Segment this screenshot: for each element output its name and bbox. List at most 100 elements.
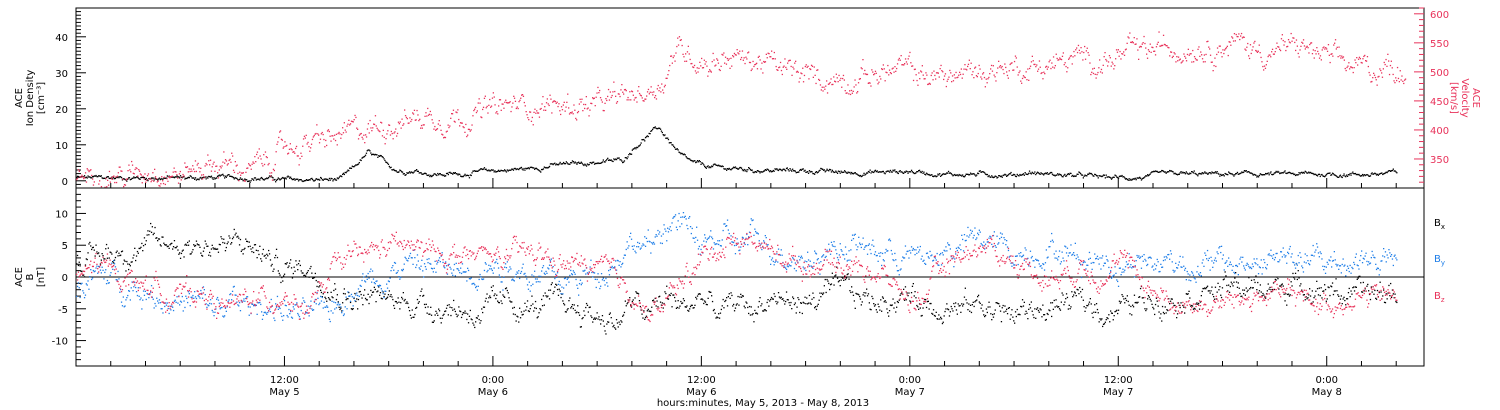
data-point-density: [497, 170, 499, 172]
data-point-velocity: [456, 111, 458, 114]
data-point-density: [210, 175, 213, 177]
data-point-bx: [1014, 322, 1016, 324]
data-point-bx: [472, 322, 474, 324]
data-point-by: [168, 312, 170, 315]
data-point-by: [107, 282, 109, 284]
data-point-density: [235, 177, 237, 179]
data-point-density: [1326, 173, 1328, 175]
data-point-density: [560, 163, 562, 165]
data-point-bx: [226, 243, 228, 245]
data-point-velocity: [532, 124, 534, 126]
data-point-density: [1073, 175, 1075, 178]
data-point-velocity: [79, 176, 81, 178]
data-point-bx: [569, 297, 571, 299]
data-point-by: [292, 306, 294, 308]
data-point-density: [126, 180, 128, 182]
data-point-density: [147, 180, 149, 182]
data-point-density: [702, 162, 704, 165]
data-point-density: [271, 176, 273, 178]
data-point-density: [386, 161, 388, 164]
data-point-velocity: [930, 74, 932, 77]
data-point-by: [276, 295, 279, 298]
data-point-velocity: [143, 178, 145, 180]
data-point-bx: [361, 297, 363, 299]
data-point-velocity: [334, 134, 336, 136]
data-point-velocity: [820, 89, 822, 91]
data-point-bx: [729, 297, 731, 299]
data-point-velocity: [1040, 72, 1042, 75]
data-point-velocity: [662, 89, 664, 91]
data-point-bx: [336, 294, 338, 296]
data-point-density: [81, 176, 83, 178]
data-point-bx: [292, 272, 294, 275]
data-point-density: [1182, 171, 1184, 173]
data-point-bx: [533, 310, 535, 312]
data-point-velocity: [1106, 60, 1108, 62]
data-point-bx: [882, 297, 884, 299]
data-point-density: [655, 127, 657, 129]
data-point-bx: [823, 285, 825, 287]
data-point-velocity: [1356, 57, 1358, 59]
data-point-density: [937, 173, 939, 175]
data-point-velocity: [1023, 76, 1025, 78]
data-point-velocity: [477, 102, 479, 104]
data-point-density: [542, 168, 545, 170]
data-point-velocity: [831, 83, 833, 86]
data-point-density: [890, 171, 892, 173]
data-point-velocity: [1138, 58, 1140, 60]
data-point-velocity: [1172, 55, 1174, 57]
data-point-bx: [568, 300, 570, 302]
data-point-velocity: [1234, 40, 1236, 42]
data-point-velocity: [496, 111, 498, 113]
data-point-velocity: [251, 163, 253, 165]
data-point-bx: [721, 305, 723, 307]
data-point-density: [499, 170, 501, 172]
data-point-density: [1059, 174, 1062, 176]
data-point-bx: [1098, 321, 1100, 323]
data-point-velocity: [992, 65, 994, 67]
data-point-velocity: [1245, 49, 1247, 51]
data-point-density: [1075, 175, 1077, 177]
data-point-bx: [1233, 281, 1235, 283]
data-point-bx: [433, 320, 435, 322]
data-point-bx: [239, 238, 242, 241]
data-point-bx: [534, 307, 536, 309]
data-point-bx: [639, 305, 641, 308]
data-point-density: [424, 172, 427, 174]
data-point-velocity: [164, 183, 166, 186]
data-point-density: [938, 174, 940, 176]
data-point-density: [1323, 175, 1325, 177]
data-point-density: [1321, 173, 1323, 176]
data-point-velocity: [374, 115, 377, 117]
data-point-velocity: [889, 72, 892, 74]
data-point-density: [826, 168, 828, 170]
data-point-bx: [452, 309, 454, 311]
data-point-bx: [357, 308, 359, 310]
data-point-density: [1058, 173, 1061, 175]
data-point-density: [933, 175, 936, 177]
data-point-bx: [897, 301, 899, 304]
data-point-density: [489, 170, 491, 172]
data-point-density: [1058, 174, 1060, 176]
data-point-by: [282, 319, 284, 321]
data-point-bx: [1165, 312, 1167, 314]
data-point-density: [216, 175, 219, 177]
data-point-density: [1003, 174, 1005, 176]
data-point-density: [1135, 179, 1137, 181]
data-point-by: [371, 270, 374, 272]
data-point-velocity: [130, 171, 132, 173]
data-point-density: [620, 159, 622, 161]
data-point-by: [352, 305, 354, 307]
data-point-bx: [1036, 307, 1039, 309]
data-point-density: [363, 156, 365, 158]
data-point-density: [1102, 174, 1105, 176]
data-point-velocity: [1005, 66, 1007, 69]
data-point-velocity: [1053, 67, 1056, 69]
data-point-velocity: [99, 180, 101, 182]
data-point-bx: [1095, 303, 1098, 305]
data-point-velocity: [672, 56, 674, 59]
data-point-velocity: [548, 104, 550, 107]
data-point-density: [1184, 173, 1187, 175]
data-point-density: [736, 167, 738, 170]
data-point-bx: [1383, 289, 1385, 291]
